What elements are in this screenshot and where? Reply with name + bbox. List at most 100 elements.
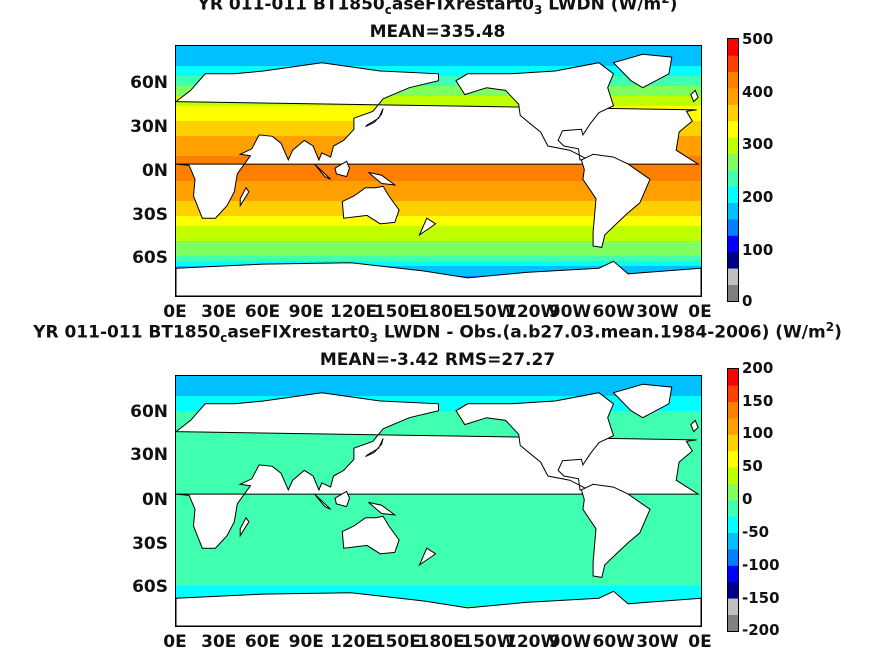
panel1-cb-tick: 200 — [742, 188, 774, 206]
heatmap-band — [176, 231, 701, 237]
land-mask — [314, 493, 331, 510]
heatmap-band — [176, 396, 701, 402]
heatmap-band — [176, 521, 701, 527]
land-mask — [341, 515, 400, 555]
heatmap-band — [176, 211, 701, 217]
land-mask — [612, 53, 673, 89]
lon-tick-label: 60W — [592, 632, 635, 652]
heatmap-band — [176, 266, 701, 272]
panel2-lat-0n: 0N — [141, 490, 168, 510]
land-mask — [690, 89, 699, 103]
panel2-cb-tick: 100 — [742, 424, 774, 442]
land-mask — [176, 590, 701, 626]
panel1-colorbar — [727, 38, 739, 302]
panel2-cb-tick: -150 — [742, 589, 780, 607]
heatmap-band — [176, 551, 701, 557]
heatmap-band — [176, 96, 701, 102]
lon-tick-label: 180E — [417, 302, 465, 322]
colorbar-segment — [728, 71, 738, 89]
colorbar-segment — [728, 385, 738, 403]
lon-tick-label: 90W — [548, 632, 592, 652]
heatmap-band — [176, 181, 701, 187]
heatmap-band — [176, 391, 701, 397]
heatmap-band — [176, 506, 701, 512]
land-mask — [368, 501, 397, 516]
panel2-cb-tick: -100 — [742, 556, 780, 574]
land-mask — [418, 547, 437, 567]
land-mask — [334, 490, 351, 508]
lon-tick-label: 120W — [505, 632, 560, 652]
heatmap-band — [176, 201, 701, 207]
land-mask — [239, 516, 250, 538]
panel1-lat-30s: 30S — [132, 205, 168, 225]
panel2-lat-60s: 60S — [132, 577, 168, 597]
heatmap-band — [176, 101, 701, 107]
heatmap-band — [176, 246, 701, 252]
colorbar-segment — [728, 450, 738, 468]
heatmap-band — [176, 576, 701, 582]
lon-tick-label: 0E — [163, 632, 187, 652]
heatmap-band — [176, 556, 701, 562]
land-mask — [455, 392, 615, 491]
land-mask — [580, 483, 651, 578]
land-mask — [580, 153, 651, 248]
heatmap-band — [176, 376, 701, 382]
heatmap-band — [176, 171, 701, 177]
heatmap-band — [176, 591, 701, 597]
land-mask — [612, 383, 673, 419]
land-mask — [368, 171, 397, 186]
lon-tick-label: 180E — [417, 632, 465, 652]
heatmap-band — [176, 166, 701, 172]
colorbar-segment — [728, 268, 738, 285]
heatmap-band — [176, 191, 701, 197]
panel1-cb-tick: 500 — [742, 30, 774, 48]
colorbar-segment — [728, 153, 738, 171]
lon-tick-label: 90E — [288, 632, 324, 652]
lon-tick-label: 120E — [330, 302, 378, 322]
colorbar-segment — [728, 170, 738, 187]
panel2-lat-30s: 30S — [132, 534, 168, 554]
heatmap-band — [176, 381, 701, 387]
panel1-heatmap — [176, 46, 701, 296]
heatmap-band — [176, 561, 701, 567]
colorbar-segment — [728, 219, 738, 236]
colorbar-segment — [728, 186, 738, 204]
heatmap-band — [176, 81, 701, 87]
heatmap-band — [176, 51, 701, 57]
colorbar-segment — [728, 500, 738, 517]
colorbar-segment — [728, 284, 738, 301]
lon-tick-label: 120W — [505, 302, 560, 322]
colorbar-segment — [728, 401, 738, 419]
colorbar-segment — [728, 516, 738, 534]
heatmap-band — [176, 431, 701, 437]
heatmap-band — [176, 206, 701, 212]
colorbar-segment — [728, 104, 738, 122]
colorbar-segment — [728, 418, 738, 435]
lon-tick-label: 150E — [373, 632, 421, 652]
panel2-cb-tick: 0 — [742, 490, 753, 508]
panel1-mean: MEAN=335.48 — [369, 22, 506, 42]
panel2-title: YR 011-011 BT1850caseFIXrestart03 LWDN -… — [33, 320, 842, 346]
heatmap-band — [176, 546, 701, 552]
heatmap-band — [176, 221, 701, 227]
panel1-lat-0n: 0N — [141, 161, 168, 181]
colorbar-segment — [728, 581, 738, 599]
colorbar-segment — [728, 235, 738, 253]
land-mask — [334, 160, 351, 178]
land-mask — [314, 163, 331, 180]
lon-tick-label: 120E — [330, 632, 378, 652]
heatmap-band — [176, 86, 701, 92]
heatmap-band — [176, 56, 701, 62]
panel2-cb-tick: 150 — [742, 392, 774, 410]
heatmap-band — [176, 226, 701, 232]
lon-tick-label: 30W — [636, 302, 679, 322]
heatmap-band — [176, 91, 701, 97]
panel2-colorbar — [727, 368, 739, 632]
panel2-cb-tick: 200 — [742, 359, 774, 377]
heatmap-band — [176, 536, 701, 542]
heatmap-band — [176, 261, 701, 267]
colorbar-segment — [728, 88, 738, 105]
heatmap-band — [176, 586, 701, 592]
colorbar-segment — [728, 434, 738, 452]
panel1-map — [175, 45, 702, 297]
